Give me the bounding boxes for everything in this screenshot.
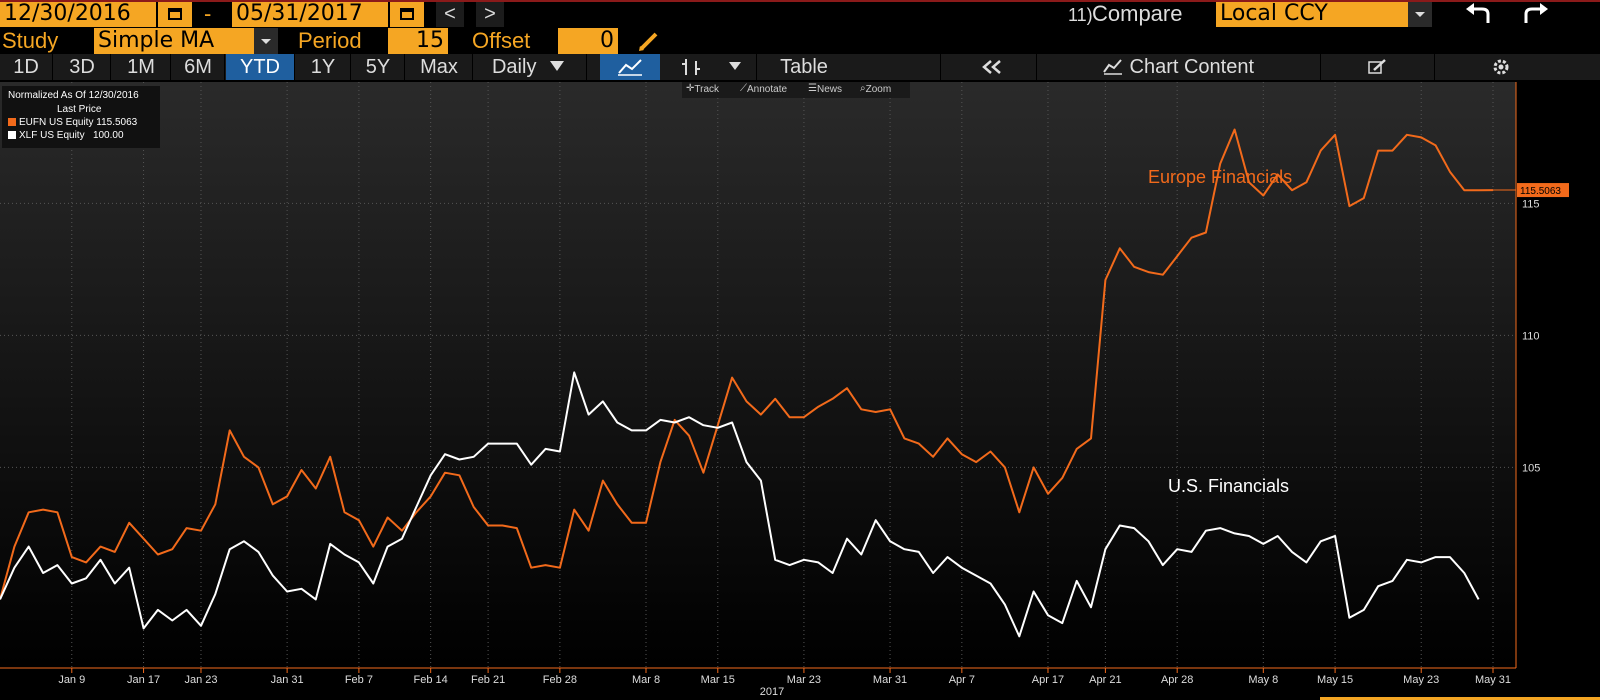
europe-financials-annotation: Europe Financials (1148, 167, 1292, 187)
bottom-accent-bar (1320, 697, 1600, 700)
tab-3d[interactable]: 3D (69, 56, 95, 78)
tab-5y[interactable]: 5Y (365, 56, 391, 78)
tab-1y[interactable]: 1Y (310, 56, 336, 78)
x-tick-label: Apr 28 (1161, 674, 1193, 686)
compare-label: Compare (1092, 1, 1183, 26)
tab-max[interactable]: Max (420, 56, 458, 78)
tab-1d[interactable]: 1D (13, 56, 39, 78)
legend-name: EUFN US Equity (19, 117, 94, 128)
collapse-double-chevron-icon[interactable] (950, 54, 1034, 80)
x-tick-label: Jan 23 (184, 674, 217, 686)
legend-row-xlf: XLF US Equity 100.00 (8, 130, 124, 141)
y-tick-label: 115 (1522, 198, 1540, 210)
x-tick-label: Apr 17 (1032, 674, 1064, 686)
x-tick-label: Feb 7 (345, 674, 373, 686)
period-label: Period (298, 28, 362, 53)
compare-number: 11) (1068, 5, 1093, 25)
end-date-field[interactable]: 05/31/2017 (232, 1, 388, 27)
date-range-dash: - (204, 1, 212, 26)
chart-legend: Normalized As Of 12/30/2016 Last Price E… (2, 86, 160, 148)
price-chart[interactable]: 115.5063 100.00 105 110 115 Jan 9 Jan 17 Jan 2… (0, 82, 1600, 700)
previous-button[interactable]: < (436, 1, 464, 27)
x-tick-label: May 31 (1475, 674, 1511, 686)
study-label: Study (2, 28, 59, 53)
study-dropdown-icon[interactable] (254, 28, 278, 54)
top-toolbar: 12/30/2016 - 05/31/2017 < > 11) Compare … (0, 0, 1600, 28)
frequency-select[interactable]: Daily (474, 54, 584, 80)
line-chart-icon[interactable] (600, 54, 660, 80)
x-tick-label: Jan 17 (127, 674, 160, 686)
bar-chart-icon[interactable] (666, 54, 716, 80)
news-button[interactable]: ☰ News (808, 83, 842, 95)
start-calendar-icon[interactable] (158, 1, 192, 27)
x-tick-label: Mar 31 (873, 674, 907, 686)
offset-label: Offset (472, 28, 531, 53)
range-toolbar: 1D 3D 1M 6M YTD 1Y 5Y Max Daily Table Chart Con… (0, 54, 1600, 80)
legend-value: 100.00 (92, 130, 124, 141)
legend-subtitle: Last Price (57, 104, 102, 115)
tab-6m[interactable]: 6M (184, 56, 212, 78)
x-tick-label: Jan 31 (271, 674, 304, 686)
chart-tools-bar: ✛ Track ⟋ Annotate ☰ News ⌕ Zoom (682, 82, 910, 98)
offset-input[interactable]: 0 (558, 28, 618, 54)
legend-value: 115.5063 (96, 117, 138, 128)
y-tick-label: 110 (1522, 330, 1540, 342)
x-tick-label: Mar 15 (701, 674, 735, 686)
x-tick-label: Mar 8 (632, 674, 660, 686)
eufn-last-value-badge (1517, 183, 1569, 198)
chart-content-button[interactable]: Chart Content (1038, 54, 1318, 80)
compare-dropdown-icon[interactable] (1408, 1, 1432, 27)
last-value-label: 115.5063 (1520, 186, 1561, 197)
table-button[interactable]: Table (780, 56, 828, 78)
us-financials-line (0, 371, 1480, 638)
legend-title: Normalized As Of 12/30/2016 (8, 90, 139, 101)
gear-icon[interactable] (1436, 54, 1566, 80)
x-tick-label: Feb 21 (471, 674, 505, 686)
tab-ytd[interactable]: YTD (226, 54, 294, 80)
start-date-field[interactable]: 12/30/2016 (0, 1, 156, 27)
xlf-swatch (8, 131, 16, 140)
study-select[interactable]: Simple MA (94, 28, 254, 54)
chart-type-dropdown-icon[interactable] (720, 54, 750, 80)
zoom-button[interactable]: ⌕ Zoom (860, 83, 892, 95)
period-input[interactable]: 15 (388, 28, 448, 54)
frequency-dropdown-icon (550, 61, 564, 71)
y-tick-label: 105 (1522, 462, 1540, 474)
undo-arrow-icon[interactable] (1462, 1, 1498, 27)
next-button[interactable]: > (476, 1, 504, 27)
redo-arrow-icon[interactable] (1516, 1, 1552, 27)
x-tick-label: Apr 21 (1089, 674, 1121, 686)
track-button[interactable]: ✛ Track (686, 83, 720, 95)
x-tick-label: Feb 28 (543, 674, 577, 686)
x-tick-label: May 23 (1403, 674, 1439, 686)
compare-select[interactable]: Local CCY (1216, 1, 1408, 27)
x-tick-label: Mar 23 (787, 674, 821, 686)
x-axis-title: 2017 (760, 686, 784, 698)
top-accent-line (0, 0, 1600, 2)
edit-icon[interactable] (1322, 54, 1432, 80)
annotate-button[interactable]: ⟋ Annotate (740, 83, 788, 95)
pencil-icon[interactable] (636, 28, 662, 54)
legend-row-eufn: EUFN US Equity 115.5063 (8, 117, 137, 128)
x-tick-label: May 8 (1248, 674, 1278, 686)
eufn-swatch (8, 118, 16, 127)
chart-content-icon (1103, 59, 1122, 75)
us-financials-annotation: U.S. Financials (1168, 476, 1289, 496)
tab-1m[interactable]: 1M (127, 56, 155, 78)
europe-financials-line (0, 128, 1494, 600)
legend-name: XLF US Equity (19, 130, 85, 141)
x-tick-label: Feb 14 (414, 674, 448, 686)
frequency-label: Daily (491, 56, 537, 78)
x-tick-label: Apr 7 (949, 674, 975, 686)
chart-content-label: Chart Content (1129, 56, 1255, 78)
end-calendar-icon[interactable] (390, 1, 424, 27)
x-tick-label: May 15 (1317, 674, 1353, 686)
x-tick-label: Jan 9 (58, 674, 85, 686)
